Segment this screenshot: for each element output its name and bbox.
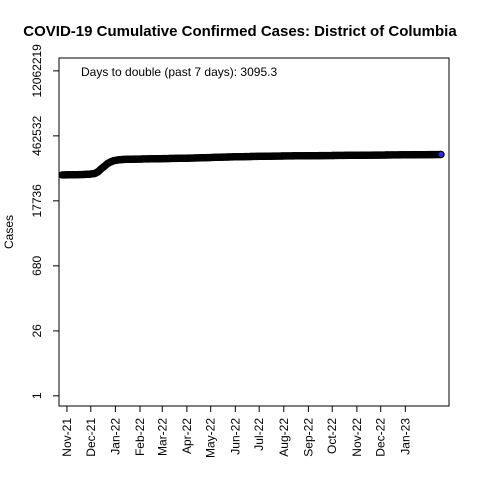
y-tick-label: 462532 [30,116,44,156]
x-axis: Nov-21 Dec-21 Jan-22 Feb-22 Mar-22 Apr-22 May-… [60,406,412,458]
y-tick-label: 680 [30,256,44,276]
x-tick-label: Jan-22 [108,418,122,455]
x-tick-label: Oct-22 [325,418,339,454]
x-tick-label: Mar-22 [155,418,169,456]
y-axis-title: Cases [2,215,16,249]
data-points [58,150,445,179]
latest-data-point [437,150,445,159]
x-tick-label: Dec-21 [84,418,98,457]
y-tick-label: 12062219 [30,44,44,98]
x-tick-label: Apr-22 [180,418,194,454]
x-tick-label: Dec-22 [374,418,388,457]
y-tick-label: 17736 [30,184,44,218]
x-tick-label: Jan-23 [398,418,412,455]
x-tick-label: May-22 [204,418,218,458]
x-tick-label: Feb-22 [133,418,147,456]
x-tick-label: Nov-22 [350,418,364,457]
x-tick-label: Nov-21 [60,418,74,457]
x-tick-label: Jun-22 [228,418,242,455]
y-tick-label: 1 [30,392,44,399]
y-tick-label: 26 [30,324,44,338]
doubling-time-annotation: Days to double (past 7 days): 3095.3 [81,65,277,79]
x-tick-label: Jul-22 [252,418,266,451]
chart-title: COVID-19 Cumulative Confirmed Cases: Dis… [23,23,457,40]
plot-frame [58,57,450,407]
x-tick-label: Aug-22 [277,418,291,457]
x-tick-label: Sep-22 [301,418,315,457]
y-axis: 1 26 680 17736 462532 12062219 [30,44,59,399]
